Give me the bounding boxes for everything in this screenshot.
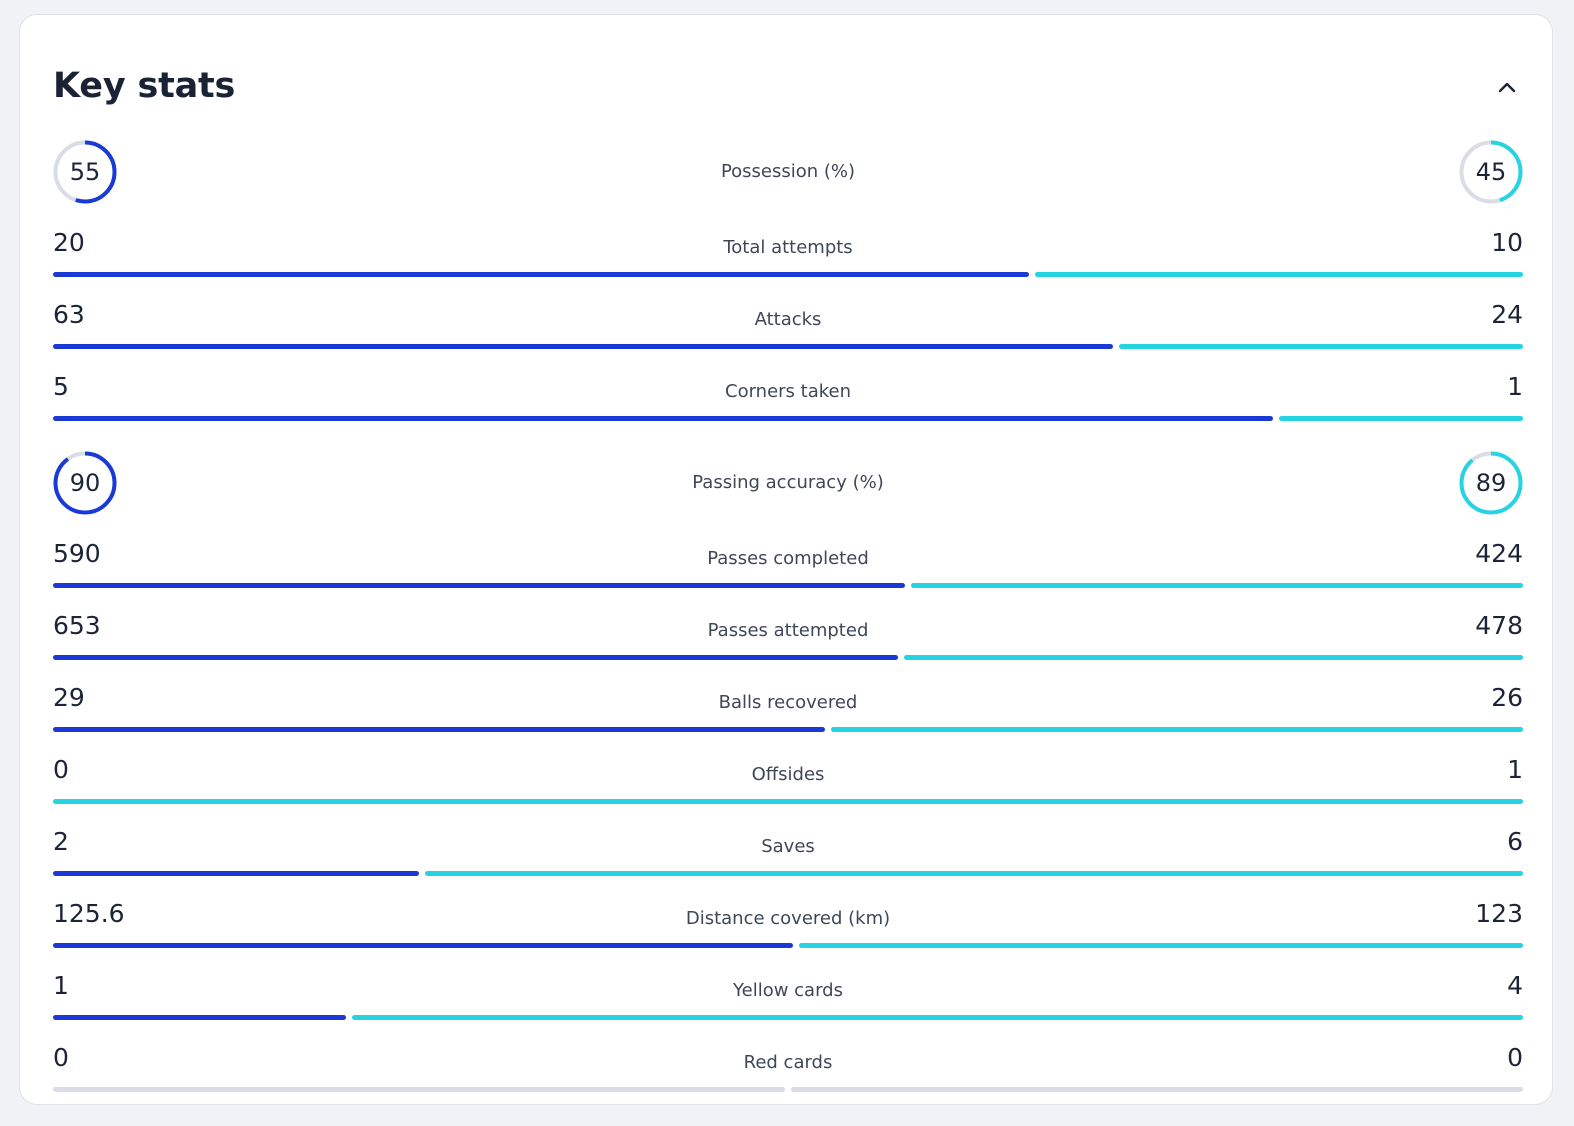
home-bar (53, 727, 825, 732)
comparison-bar (53, 344, 1523, 349)
comparison-bar (53, 1087, 1523, 1092)
stat-label: Passes completed (707, 548, 869, 569)
away-bar (798, 943, 1523, 948)
stat-row-passes-completed: 590 Passes completed 424 (53, 531, 1523, 603)
stat-label: Balls recovered (718, 692, 858, 713)
home-bar (53, 416, 1273, 421)
home-ring-fill (53, 451, 117, 515)
home-bar (53, 1087, 785, 1092)
stat-label: Total attempts (723, 237, 853, 258)
comparison-bar (53, 416, 1523, 421)
away-ring: 45 (1459, 140, 1523, 204)
home-bar (53, 871, 419, 876)
home-value: 5 (53, 372, 69, 401)
comparison-bar (53, 583, 1523, 588)
stat-label: Passing accuracy (%) (692, 472, 884, 493)
stat-row-red-cards: 0 Red cards 0 (53, 1035, 1523, 1107)
home-ring: 90 (53, 451, 117, 515)
away-value: 0 (1507, 1043, 1523, 1072)
away-bar (1035, 272, 1523, 277)
home-value: 590 (53, 539, 101, 568)
stat-row-passes-attempted: 653 Passes attempted 478 (53, 603, 1523, 675)
home-ring-fill (53, 140, 117, 204)
home-value: 90 (69, 469, 101, 497)
stat-label: Yellow cards (733, 980, 843, 1001)
comparison-bar (53, 943, 1523, 948)
home-value: 0 (53, 1043, 69, 1072)
stat-row-balls-recovered: 29 Balls recovered 26 (53, 675, 1523, 747)
stat-label: Possession (%) (720, 161, 856, 182)
home-value: 20 (53, 228, 85, 257)
comparison-bar (53, 1015, 1523, 1020)
home-bar (53, 344, 1114, 349)
stat-label: Red cards (743, 1052, 833, 1073)
stat-row-distance-covered-km: 125.6 Distance covered (km) 123 (53, 891, 1523, 963)
comparison-bar (53, 727, 1523, 732)
stat-label: Saves (761, 836, 815, 857)
away-value: 45 (1475, 158, 1507, 186)
home-bar (53, 655, 899, 660)
away-ring-fill (1459, 140, 1523, 204)
collapse-button[interactable] (1487, 69, 1527, 105)
home-value: 55 (69, 158, 101, 186)
home-value: 653 (53, 611, 101, 640)
comparison-bar (53, 799, 1523, 804)
stat-label: Corners taken (725, 381, 851, 402)
home-bar (53, 272, 1029, 277)
stat-row-saves: 2 Saves 6 (53, 819, 1523, 891)
away-bar (910, 583, 1523, 588)
away-value: 10 (1491, 228, 1523, 257)
away-value: 478 (1475, 611, 1523, 640)
away-value: 89 (1475, 469, 1507, 497)
home-bar (53, 1015, 346, 1020)
home-bar (53, 943, 793, 948)
away-bar (1119, 344, 1523, 349)
home-value: 125.6 (53, 899, 125, 928)
stat-row-possession: 55 Possession (%) 45 (53, 125, 1523, 220)
stat-row-offsides: 0 Offsides 1 (53, 747, 1523, 819)
away-value: 6 (1507, 827, 1523, 856)
away-ring-fill (1459, 451, 1523, 515)
stats-list: 55 Possession (%) 45 20 Total attempts 10 63 At… (53, 125, 1523, 1107)
away-ring: 89 (1459, 451, 1523, 515)
home-bar (53, 583, 905, 588)
stat-label: Attacks (754, 309, 822, 330)
away-bar (904, 655, 1523, 660)
away-value: 4 (1507, 971, 1523, 1000)
stat-label: Distance covered (km) (685, 908, 891, 929)
stat-row-corners-taken: 5 Corners taken 1 (53, 364, 1523, 436)
stat-row-passing-accuracy: 90 Passing accuracy (%) 89 (53, 436, 1523, 531)
comparison-bar (53, 655, 1523, 660)
stat-row-total-attempts: 20 Total attempts 10 (53, 220, 1523, 292)
away-value: 24 (1491, 300, 1523, 329)
comparison-bar (53, 871, 1523, 876)
home-ring: 55 (53, 140, 117, 204)
away-bar (1279, 416, 1523, 421)
away-bar (791, 1087, 1523, 1092)
home-value: 2 (53, 827, 69, 856)
away-bar (53, 799, 1523, 804)
home-value: 1 (53, 971, 69, 1000)
home-value: 63 (53, 300, 85, 329)
stat-label: Passes attempted (707, 620, 869, 641)
card-title: Key stats (53, 66, 236, 106)
away-bar (351, 1015, 1523, 1020)
away-bar (830, 727, 1523, 732)
stat-label: Offsides (751, 764, 825, 785)
away-value: 424 (1475, 539, 1523, 568)
stat-row-attacks: 63 Attacks 24 (53, 292, 1523, 364)
away-bar (425, 871, 1523, 876)
chevron-up-icon (1497, 78, 1517, 97)
away-value: 1 (1507, 372, 1523, 401)
key-stats-card: Key stats 55 Possession (%) 45 20 Total atte… (19, 14, 1553, 1105)
away-value: 1 (1507, 755, 1523, 784)
away-value: 26 (1491, 683, 1523, 712)
home-value: 0 (53, 755, 69, 784)
stat-row-yellow-cards: 1 Yellow cards 4 (53, 963, 1523, 1035)
away-value: 123 (1475, 899, 1523, 928)
comparison-bar (53, 272, 1523, 277)
home-value: 29 (53, 683, 85, 712)
